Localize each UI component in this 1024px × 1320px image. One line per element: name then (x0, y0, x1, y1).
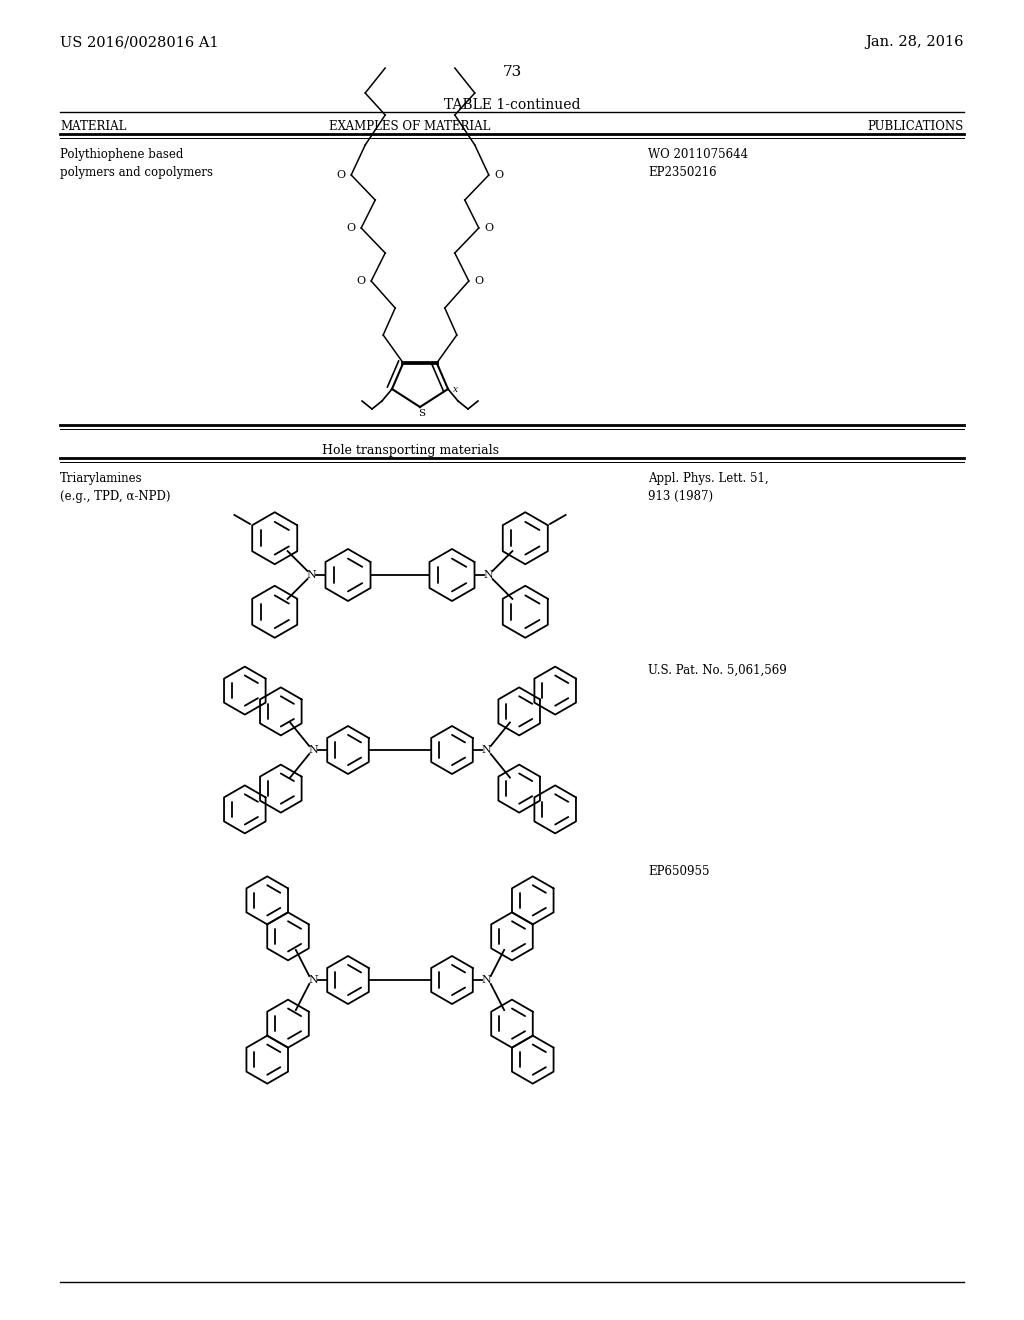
Text: O: O (484, 223, 494, 234)
Text: US 2016/0028016 A1: US 2016/0028016 A1 (60, 36, 219, 49)
Text: N: N (308, 744, 318, 755)
Text: Triarylamines
(e.g., TPD, α-NPD): Triarylamines (e.g., TPD, α-NPD) (60, 473, 171, 503)
Text: N: N (482, 975, 492, 985)
Text: MATERIAL: MATERIAL (60, 120, 126, 133)
Text: O: O (347, 223, 355, 234)
Text: WO 2011075644
EP2350216: WO 2011075644 EP2350216 (648, 148, 749, 180)
Text: O: O (356, 276, 366, 286)
Text: EP650955: EP650955 (648, 865, 710, 878)
Text: Appl. Phys. Lett. 51,
913 (1987): Appl. Phys. Lett. 51, 913 (1987) (648, 473, 769, 503)
Text: N: N (306, 570, 316, 579)
Text: O: O (337, 170, 346, 180)
Text: N: N (483, 570, 494, 579)
Text: N: N (308, 975, 318, 985)
Text: PUBLICATIONS: PUBLICATIONS (867, 120, 964, 133)
Text: TABLE 1-continued: TABLE 1-continued (443, 98, 581, 112)
Text: O: O (474, 276, 483, 286)
Text: Polythiophene based
polymers and copolymers: Polythiophene based polymers and copolym… (60, 148, 213, 180)
Text: Jan. 28, 2016: Jan. 28, 2016 (865, 36, 964, 49)
Text: O: O (495, 170, 504, 180)
Text: N: N (482, 744, 492, 755)
Text: x: x (453, 384, 458, 393)
Text: Hole transporting materials: Hole transporting materials (322, 444, 499, 457)
Text: EXAMPLES OF MATERIAL: EXAMPLES OF MATERIAL (330, 120, 490, 133)
Text: S: S (419, 409, 426, 418)
Text: U.S. Pat. No. 5,061,569: U.S. Pat. No. 5,061,569 (648, 664, 786, 677)
Text: 73: 73 (503, 65, 521, 79)
